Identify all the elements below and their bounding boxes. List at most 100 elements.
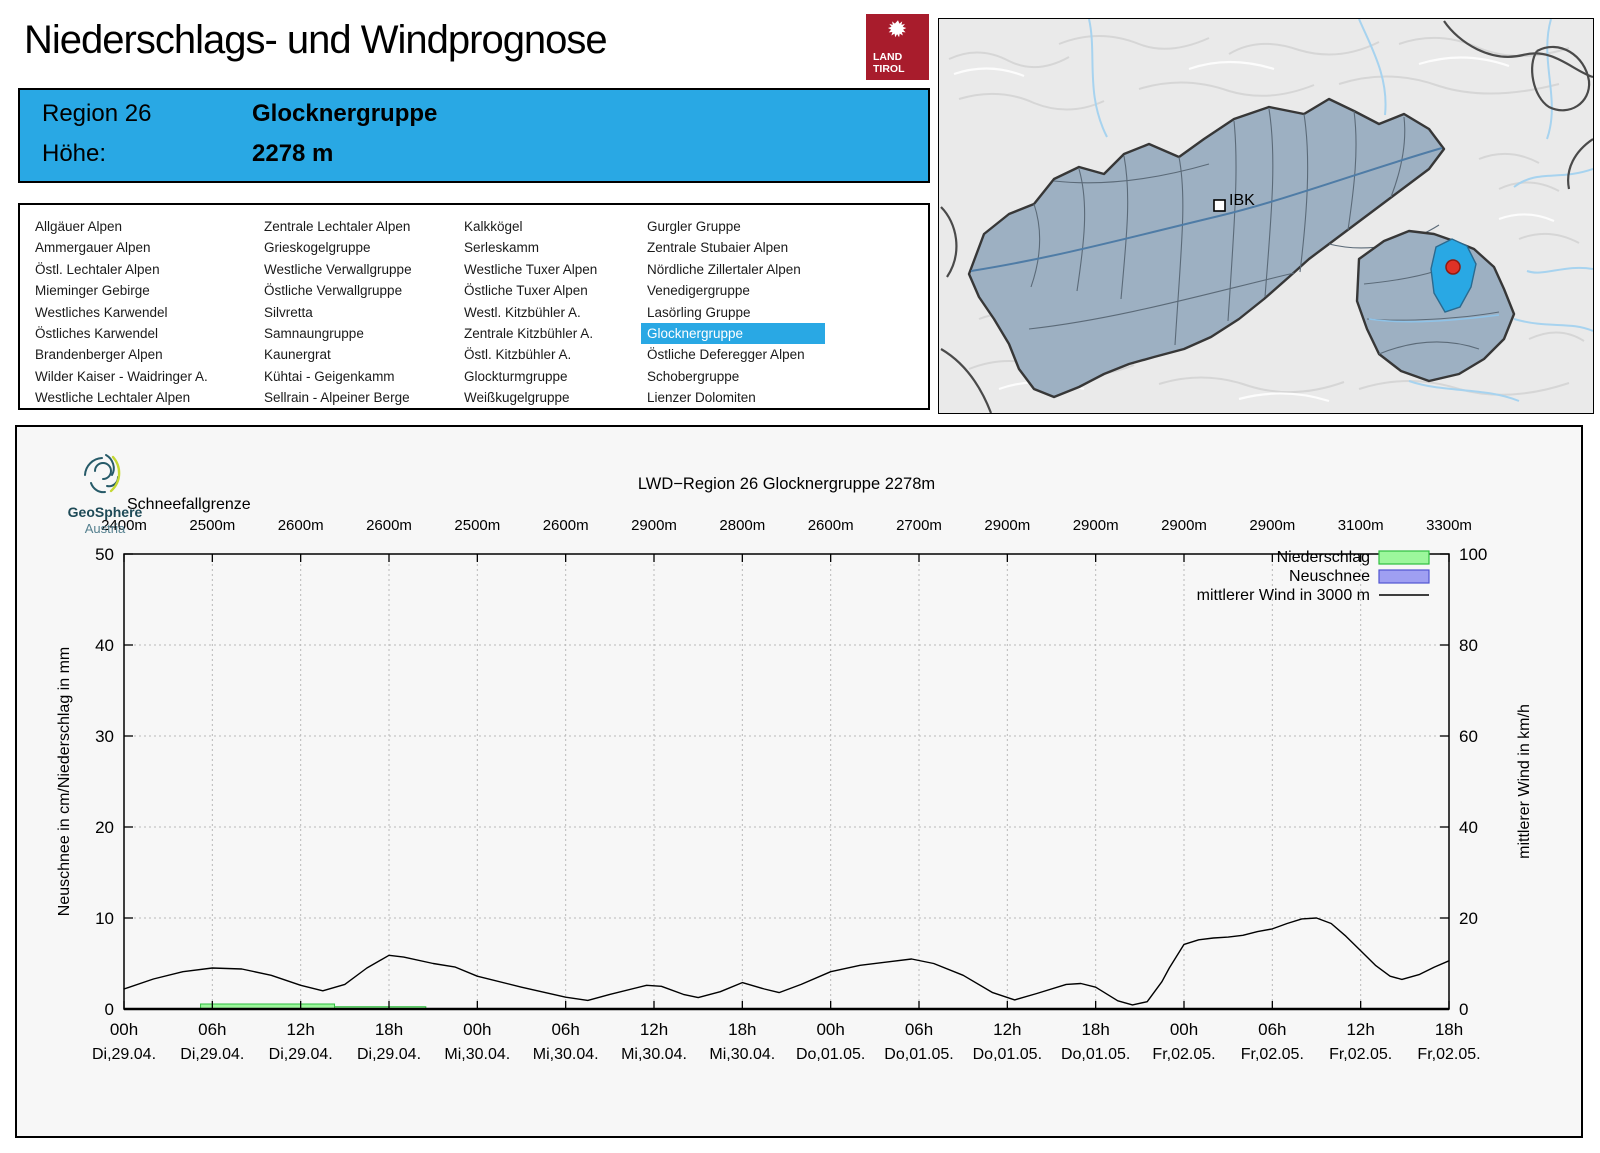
forecast-chart-panel: LWD−Region 26 Glocknergruppe 2278m Schnee… <box>15 425 1583 1138</box>
tirol-map[interactable]: IBK <box>938 18 1594 414</box>
region-list-item-selected[interactable]: Glocknergruppe <box>641 323 825 345</box>
region-list-item[interactable]: Westl. Kitzbühler A. <box>464 304 581 320</box>
region-list-item[interactable]: Silvretta <box>264 304 313 320</box>
geosphere-icon <box>84 454 121 494</box>
x-axis-date-label: Di,29.04. <box>180 1046 244 1063</box>
region-list-item[interactable]: Ammergauer Alpen <box>35 240 151 256</box>
region-list: Allgäuer Alpen Ammergauer Alpen Östl. Lech… <box>18 203 930 410</box>
y-axis-label-left: Neuschnee in cm/Niederschlag in mm <box>56 647 73 916</box>
y-tick-label-right: 80 <box>1459 636 1478 655</box>
x-axis-time-label: 18h <box>1081 1020 1109 1039</box>
x-axis-date-label: Do,01.05. <box>884 1046 953 1063</box>
region-list-item[interactable]: Zentrale Lechtaler Alpen <box>264 219 411 234</box>
x-axis-time-label: 06h <box>551 1020 579 1039</box>
region-list-item[interactable]: Grieskogelgruppe <box>264 240 371 256</box>
y-tick-label-left: 0 <box>105 1000 114 1019</box>
region-list-item[interactable]: Lasörling Gruppe <box>647 304 751 320</box>
region-list-item[interactable]: Kühtai - Geigenkamm <box>264 368 395 384</box>
land-tirol-logo: LAND TIROL <box>866 14 929 80</box>
x-axis-time-label: 00h <box>463 1020 491 1039</box>
x-axis-date-label: Fr,02.05. <box>1152 1046 1215 1063</box>
snowline-value: 3300m <box>1426 517 1472 534</box>
region-list-item[interactable]: Kaunergrat <box>264 347 331 363</box>
map-region-selected-glocknergruppe[interactable] <box>1430 238 1477 313</box>
y-tick-label-right: 0 <box>1459 1000 1468 1019</box>
x-axis-time-label: 12h <box>1346 1020 1374 1039</box>
x-axis-time-label: 18h <box>728 1020 756 1039</box>
forecast-chart: LWD−Region 26 Glocknergruppe 2278m Schnee… <box>56 475 1533 1063</box>
x-axis-time-label: 06h <box>1258 1020 1286 1039</box>
x-axis-time-label: 00h <box>1170 1020 1198 1039</box>
region-list-item[interactable]: Sellrain - Alpeiner Berge <box>264 390 410 406</box>
snowline-value: 2900m <box>984 517 1030 534</box>
y-tick-label-left: 50 <box>95 545 114 564</box>
region-list-item[interactable]: Lienzer Dolomiten <box>647 390 756 406</box>
legend-entry-label: Neuschnee <box>1289 568 1370 585</box>
region-list-item[interactable]: Westliche Verwallgruppe <box>264 261 412 277</box>
x-axis-date-label: Di,29.04. <box>357 1046 421 1063</box>
region-list-item[interactable]: Mieminger Gebirge <box>35 283 150 299</box>
y-tick-label-right: 40 <box>1459 818 1478 837</box>
region-number-label: Region 26 <box>42 100 152 127</box>
region-columns: Allgäuer Alpen Ammergauer Alpen Östl. Lech… <box>35 216 924 405</box>
geosphere-name: GeoSphere <box>67 504 143 520</box>
region-list-item[interactable]: Allgäuer Alpen <box>35 219 123 234</box>
region-list-item[interactable]: Gurgler Gruppe <box>647 219 741 234</box>
region-list-item[interactable]: Westliches Karwendel <box>35 304 168 320</box>
x-axis-date-label: Do,01.05. <box>1061 1046 1130 1063</box>
region-list-item[interactable]: Östl. Kitzbühler A. <box>464 347 572 363</box>
x-axis-date-label: Di,29.04. <box>269 1046 333 1063</box>
wind-line <box>123 917 1450 1006</box>
legend-swatch <box>1378 550 1430 565</box>
region-list-item[interactable]: Östliches Karwendel <box>35 326 159 342</box>
region-list-item[interactable]: Serleskamm <box>464 240 540 256</box>
region-list-item[interactable]: Samnaungruppe <box>264 326 364 342</box>
region-list-item[interactable]: Venedigergruppe <box>647 283 750 299</box>
page-title: Niederschlags- und Windprognose <box>24 18 608 62</box>
region-list-item[interactable]: Zentrale Stubaier Alpen <box>647 240 789 256</box>
snowline-value: 2600m <box>366 517 412 534</box>
y-tick-label-right: 20 <box>1459 909 1478 928</box>
region-column-1: Allgäuer Alpen Ammergauer Alpen Östl. Lech… <box>35 216 264 409</box>
plot-border <box>123 553 1450 1010</box>
legend-entry-label: Niederschlag <box>1277 549 1370 566</box>
y-tick-label-right: 60 <box>1459 727 1478 746</box>
ibk-label: IBK <box>1229 192 1255 209</box>
region-list-item[interactable]: Weißkugelgruppe <box>464 390 570 406</box>
snowline-value: 2600m <box>278 517 324 534</box>
chart-title: LWD−Region 26 Glocknergruppe 2278m <box>638 475 935 493</box>
region-list-item[interactable]: Westliche Lechtaler Alpen <box>35 390 191 406</box>
region-list-item[interactable]: Schobergruppe <box>647 368 740 384</box>
geosphere-country: Austria <box>84 520 126 536</box>
region-list-item[interactable]: Östliche Verwallgruppe <box>264 283 403 299</box>
east-river <box>1368 314 1500 323</box>
snowline-value: 2700m <box>896 517 942 534</box>
tirol-eagle-icon <box>887 20 907 38</box>
region-list-item[interactable]: Brandenberger Alpen <box>35 347 163 363</box>
region-list-item[interactable]: Östliche Tuxer Alpen <box>464 283 588 299</box>
region-list-item[interactable]: Östliche Deferegger Alpen <box>647 347 805 363</box>
region-list-item[interactable]: Östl. Lechtaler Alpen <box>35 261 160 277</box>
snowline-value: 2900m <box>631 517 677 534</box>
snowline-value: 2500m <box>189 517 235 534</box>
map-region-north-tirol[interactable] <box>967 97 1446 399</box>
region-list-item[interactable]: Nördliche Zillertaler Alpen <box>647 261 801 277</box>
y-axis-label-right: mittlerer Wind in km/h <box>1516 704 1533 859</box>
region-list-item[interactable]: Westliche Tuxer Alpen <box>464 261 598 277</box>
snowline-value: 2800m <box>719 517 765 534</box>
region-list-item[interactable]: Kalkkögel <box>464 219 523 234</box>
region-list-item[interactable]: Wilder Kaiser - Waidringer A. <box>35 368 208 384</box>
altitude-label: Höhe: <box>42 140 107 167</box>
tirol-logo-line2: TIROL <box>873 62 905 75</box>
x-axis-time-label: 18h <box>375 1020 403 1039</box>
x-axis-date-label: Do,01.05. <box>796 1046 865 1063</box>
x-axis-time-label: 06h <box>905 1020 933 1039</box>
x-axis-date-label: Mi,30.04. <box>621 1046 687 1063</box>
x-axis-time-label: 06h <box>198 1020 226 1039</box>
region-list-item[interactable]: Zentrale Kitzbühler A. <box>464 326 594 342</box>
region-name-value: Glocknergruppe <box>252 100 438 127</box>
y-tick-label-left: 20 <box>95 818 114 837</box>
region-list-item[interactable]: Glockturmgruppe <box>464 368 568 384</box>
legend-entry-label: mittlerer Wind in 3000 m <box>1197 587 1370 604</box>
